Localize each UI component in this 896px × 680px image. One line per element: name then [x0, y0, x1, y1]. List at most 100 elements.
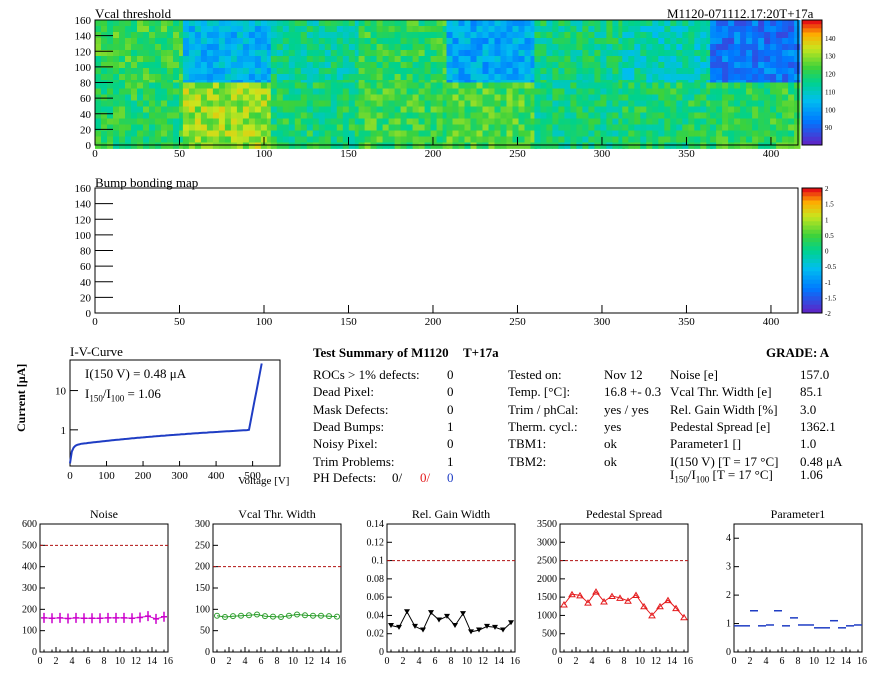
- pixel-cell: [212, 106, 220, 113]
- pixel-cell: [488, 62, 495, 69]
- pixel-cell: [179, 26, 186, 33]
- pixel-cell: [107, 68, 114, 75]
- y-tick-label: 40: [80, 277, 92, 289]
- pixel-cell: [248, 124, 256, 131]
- pixel-cell: [710, 50, 717, 57]
- pixel-cell: [482, 106, 489, 113]
- pixel-cell: [534, 112, 541, 119]
- pixel-cell: [476, 124, 483, 131]
- pixel-cell: [173, 62, 180, 69]
- pixel-cell: [446, 74, 453, 81]
- result-value: 1362.1: [800, 418, 836, 434]
- pixel-cell: [634, 44, 641, 51]
- ph-defects-value-1: 0/: [392, 470, 403, 485]
- x-tick-label: 2: [574, 656, 579, 667]
- pixel-cell: [236, 26, 244, 33]
- pixel-cell: [95, 56, 102, 63]
- pixel-cell: [354, 26, 362, 33]
- pixel-cell: [354, 32, 362, 39]
- pixel-cell: [182, 38, 190, 45]
- pixel-cell: [260, 112, 268, 119]
- pixel-cell: [764, 62, 771, 69]
- pixel-cell: [740, 20, 747, 27]
- pixel-cell: [658, 82, 665, 89]
- pixel-cell: [358, 32, 365, 39]
- pixel-cell: [534, 38, 541, 45]
- pixel-cell: [534, 20, 541, 27]
- pixel-cell: [652, 50, 659, 57]
- pixel-cell: [464, 38, 471, 45]
- pixel-cell: [312, 44, 320, 51]
- pixel-cell: [558, 142, 565, 149]
- pixel-cell: [155, 124, 162, 131]
- pixel-cell: [194, 56, 202, 63]
- pixel-cell: [95, 136, 102, 143]
- pixel-cell: [628, 94, 635, 101]
- pixel-cell: [476, 118, 483, 125]
- pixel-cell: [558, 130, 565, 137]
- pixel-cell: [306, 112, 314, 119]
- data-point: [396, 624, 402, 630]
- pixel-cell: [540, 56, 547, 63]
- pixel-cell: [540, 82, 547, 89]
- pixel-cell: [558, 82, 565, 89]
- pixel-cell: [125, 112, 132, 119]
- pixel-cell: [722, 62, 729, 69]
- pixel-cell: [254, 118, 262, 125]
- pixel-cell: [446, 88, 453, 95]
- pixel-cell: [282, 100, 290, 107]
- pixel-cell: [452, 118, 459, 125]
- colorbar-tick-label: -1.5: [825, 294, 837, 302]
- pixel-cell: [182, 50, 190, 57]
- pixel-cell: [794, 20, 801, 27]
- pixel-cell: [137, 56, 144, 63]
- colorbar-cell: [802, 188, 822, 193]
- y-tick-label: 80: [80, 78, 92, 90]
- pixel-cell: [752, 26, 759, 33]
- x-tick-label: 16: [163, 656, 173, 667]
- pixel-cell: [342, 82, 350, 89]
- pixel-cell: [618, 74, 625, 81]
- pixel-cell: [706, 74, 713, 81]
- pixel-cell: [330, 94, 338, 101]
- pixel-cell: [119, 136, 126, 143]
- pixel-cell: [200, 136, 208, 143]
- pixel-cell: [740, 94, 747, 101]
- pixel-cell: [354, 56, 362, 63]
- pixel-cell: [194, 38, 202, 45]
- data-point: [560, 600, 568, 608]
- data-point: [444, 613, 450, 619]
- pixel-cell: [182, 112, 190, 119]
- pixel-cell: [149, 32, 156, 39]
- pixel-cell: [588, 136, 595, 143]
- pixel-cell: [670, 142, 677, 149]
- x-tick-label: 8: [796, 656, 801, 667]
- pixel-cell: [254, 130, 262, 137]
- pixel-cell: [494, 38, 501, 45]
- pixel-cell: [376, 94, 383, 101]
- pixel-cell: [606, 118, 613, 125]
- x-tick-label: 8: [449, 656, 454, 667]
- pixel-cell: [524, 100, 531, 107]
- pixel-cell: [570, 112, 577, 119]
- pixel-cell: [458, 68, 465, 75]
- pixel-cell: [212, 62, 220, 69]
- pixel-cell: [500, 88, 507, 95]
- pixel-cell: [512, 38, 519, 45]
- pixel-cell: [506, 112, 513, 119]
- chart-title: Pedestal Spread: [586, 507, 662, 521]
- pixel-cell: [324, 100, 332, 107]
- pixel-cell: [530, 130, 537, 137]
- pixel-cell: [500, 44, 507, 51]
- colorbar-cell: [802, 242, 822, 247]
- pixel-cell: [646, 142, 653, 149]
- pixel-cell: [612, 26, 619, 33]
- pixel-cell: [342, 130, 350, 137]
- y-tick-label: 0: [205, 647, 210, 658]
- pixel-cell: [682, 88, 689, 95]
- pixel-cell: [488, 74, 495, 81]
- pixel-cell: [618, 94, 625, 101]
- colorbar-cell: [802, 221, 822, 226]
- pixel-cell: [230, 88, 238, 95]
- pixel-cell: [658, 26, 665, 33]
